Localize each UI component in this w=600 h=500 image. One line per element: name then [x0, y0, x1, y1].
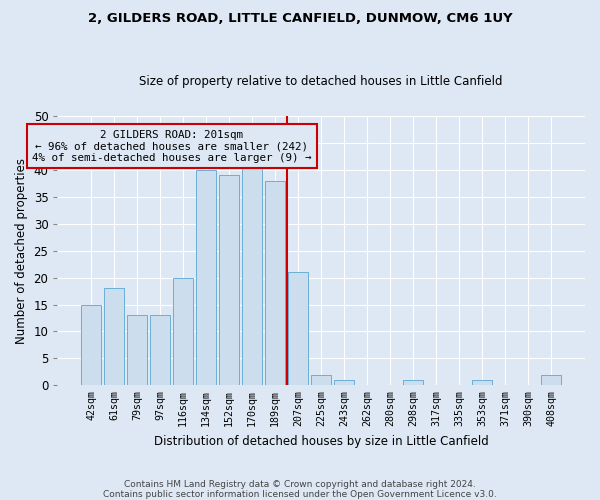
Text: 2, GILDERS ROAD, LITTLE CANFIELD, DUNMOW, CM6 1UY: 2, GILDERS ROAD, LITTLE CANFIELD, DUNMOW… — [88, 12, 512, 26]
Text: Contains HM Land Registry data © Crown copyright and database right 2024.: Contains HM Land Registry data © Crown c… — [124, 480, 476, 489]
Bar — [82, 304, 101, 386]
Bar — [196, 170, 216, 386]
Title: Size of property relative to detached houses in Little Canfield: Size of property relative to detached ho… — [139, 76, 503, 88]
Bar — [173, 278, 193, 386]
Bar — [311, 374, 331, 386]
Bar — [151, 316, 170, 386]
Bar — [541, 374, 561, 386]
Text: Contains public sector information licensed under the Open Government Licence v3: Contains public sector information licen… — [103, 490, 497, 499]
Bar — [242, 164, 262, 386]
Bar — [472, 380, 492, 386]
Bar — [403, 380, 423, 386]
Bar — [289, 272, 308, 386]
Text: 2 GILDERS ROAD: 201sqm
← 96% of detached houses are smaller (242)
4% of semi-det: 2 GILDERS ROAD: 201sqm ← 96% of detached… — [32, 130, 311, 162]
Bar — [104, 288, 124, 386]
Bar — [334, 380, 354, 386]
Y-axis label: Number of detached properties: Number of detached properties — [15, 158, 28, 344]
Bar — [265, 180, 285, 386]
Bar — [127, 316, 147, 386]
Bar — [220, 176, 239, 386]
X-axis label: Distribution of detached houses by size in Little Canfield: Distribution of detached houses by size … — [154, 434, 488, 448]
